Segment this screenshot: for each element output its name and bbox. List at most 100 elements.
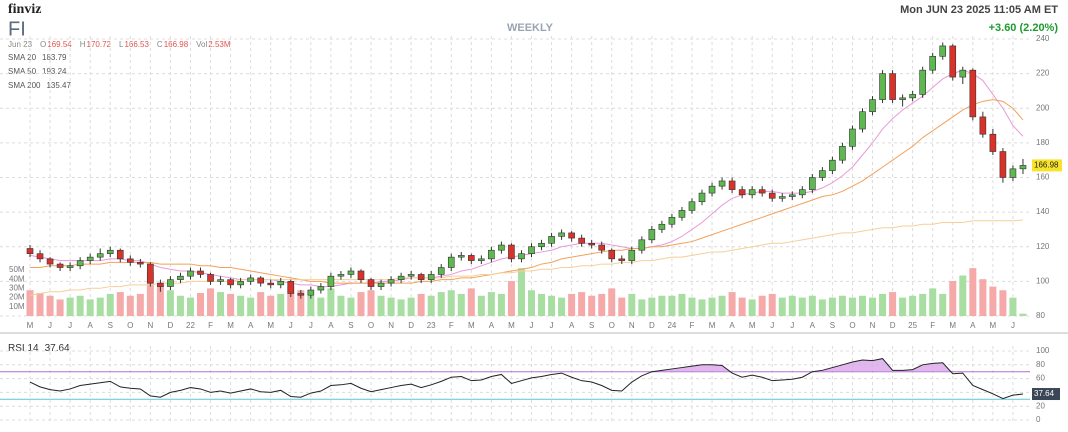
info-date: Jun 23: [8, 40, 33, 49]
candle-body: [106, 249, 114, 254]
candle-body: [478, 258, 485, 261]
volume-bar: [447, 290, 455, 316]
x-tick-label: A: [970, 321, 976, 330]
candle-body: [648, 229, 656, 241]
x-tick-label: F: [690, 321, 695, 330]
volume-bar: [658, 295, 666, 316]
volume-bar: [588, 295, 596, 316]
volume-bar: [106, 293, 114, 316]
logo: finviz: [8, 2, 41, 17]
y-tick-label: 100: [1036, 276, 1050, 285]
volume-bar: [257, 292, 265, 316]
legend-entry: SMA 200 135.47: [8, 81, 71, 90]
sma-line: [29, 69, 1024, 288]
volume-bar: [56, 299, 64, 316]
candle-body: [86, 256, 94, 261]
x-tick-label: O: [609, 321, 615, 330]
candle-body: [528, 246, 535, 254]
volume-bar: [929, 288, 937, 316]
x-tick-label: A: [729, 321, 735, 330]
candle-body: [46, 258, 54, 265]
volume-bar: [869, 297, 877, 316]
x-tick-label: F: [930, 321, 935, 330]
volume-bar: [116, 292, 124, 316]
volume-bar: [798, 297, 806, 316]
candle-body: [217, 279, 224, 282]
candle-body: [26, 248, 34, 254]
volume-bar: [939, 293, 947, 316]
volume-bar: [477, 295, 485, 316]
x-tick-label: A: [569, 321, 575, 330]
ticker: FI: [8, 18, 26, 40]
x-tick-label: D: [890, 321, 896, 330]
volume-bar: [598, 293, 606, 316]
info-value: 169.54: [47, 40, 72, 49]
x-tick-label: N: [147, 321, 153, 330]
legend-name: SMA 200: [8, 81, 41, 90]
volume-bar: [287, 286, 295, 316]
x-tick-label: M: [468, 321, 475, 330]
volume-bar: [608, 288, 616, 316]
candle-body: [508, 244, 515, 260]
volume-bar: [558, 297, 566, 316]
y-tick-label: 160: [1036, 173, 1050, 182]
x-tick-label: D: [168, 321, 174, 330]
volume-bar: [377, 295, 385, 316]
candle-body: [568, 232, 575, 239]
x-tick-label: N: [870, 321, 876, 330]
volume-bar: [738, 297, 746, 316]
candle-body: [819, 170, 826, 178]
candle-body: [437, 267, 445, 275]
info-value: 2.53M: [208, 40, 231, 49]
volume-bar: [748, 299, 756, 316]
rsi-fill: [30, 358, 1023, 372]
volume-bar: [548, 295, 556, 316]
candle-body: [708, 185, 716, 194]
candle-body: [116, 249, 124, 260]
candle-body: [748, 189, 756, 196]
x-tick-label: A: [88, 321, 94, 330]
candle-body: [999, 151, 1007, 178]
candle-body: [317, 286, 325, 291]
candle-body: [137, 262, 144, 265]
y-tick-label: 240: [1036, 34, 1050, 43]
candle-body: [979, 116, 987, 135]
candle-body: [468, 255, 475, 261]
volume-bar: [889, 292, 897, 316]
volume-bar: [46, 295, 54, 316]
volume-bar: [728, 292, 736, 316]
volume-bar: [698, 299, 706, 316]
x-tick-label: F: [449, 321, 454, 330]
candle-body: [839, 146, 846, 161]
x-tick-label: J: [1011, 321, 1015, 330]
volume-bar: [337, 295, 345, 316]
candle-body: [728, 180, 736, 190]
x-tick-label: D: [408, 321, 414, 330]
x-tick-label: S: [348, 321, 353, 330]
x-tick-label: O: [849, 321, 855, 330]
volume-bar: [176, 295, 184, 316]
volume-bar: [307, 295, 315, 316]
candle-body: [427, 274, 435, 280]
candle-body: [829, 159, 836, 171]
candle-body: [36, 253, 44, 260]
x-tick-label: J: [790, 321, 794, 330]
candle-body: [809, 177, 816, 190]
candle-body: [588, 242, 595, 246]
candle-body: [197, 270, 204, 275]
volume-bar: [347, 297, 355, 316]
candle-body: [538, 242, 545, 248]
candle-body: [678, 210, 686, 218]
candle-body: [969, 69, 977, 118]
x-tick-label: M: [949, 321, 956, 330]
volume-bar: [186, 297, 194, 316]
candle-body: [127, 258, 134, 263]
rsi-value-label: 37.64: [1034, 389, 1055, 398]
last-price-label: 166.98: [1034, 161, 1059, 170]
volume-bar: [568, 293, 576, 316]
rsi-header: RSI 14 37.64: [8, 343, 70, 354]
volume-bar: [989, 286, 997, 316]
candle-body: [96, 253, 104, 258]
volume-bar: [718, 295, 726, 316]
